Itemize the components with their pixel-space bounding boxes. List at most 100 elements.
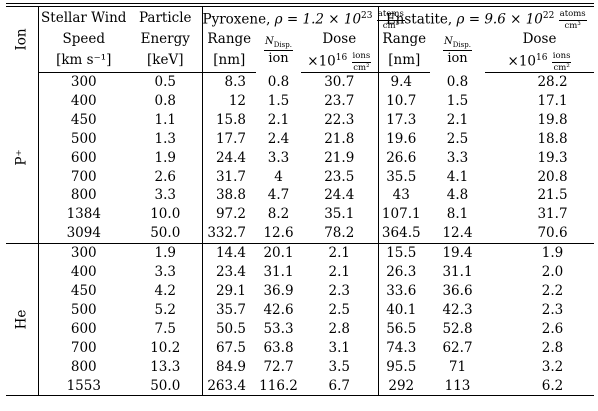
pyroxene-dose-header: Dose	[301, 30, 379, 49]
enstatite-dose-cell: 70.6	[485, 224, 594, 245]
enstatite-ndisp-cell: 12.4	[430, 224, 485, 245]
table-row: 800 13.3 84.9 72.7 3.5 95.5 71 3.2	[6, 357, 594, 377]
pyroxene-range-cell: 97.2	[215, 206, 246, 223]
enstatite-dose-cell: 1.9	[541, 245, 564, 262]
pyroxene-dose-cell: 2.1	[301, 263, 379, 282]
table-row: 600 7.5 50.5 53.3 2.8 56.5 52.8 2.6	[6, 319, 594, 339]
pyroxene-range-cell: 67.5	[215, 339, 246, 356]
enstatite-dose-cell: 2.2	[541, 282, 564, 299]
enstatite-ndisp-cell: 8.1	[446, 206, 469, 223]
pyroxene-ndisp-cell: 3.3	[267, 149, 290, 166]
pyroxene-range-cell: 50.5	[215, 320, 246, 337]
pyroxene-dose-cell: 2.3	[301, 281, 379, 301]
pyroxene-range-cell: 332.7	[202, 224, 256, 245]
table-row: P⁺ 300 0.5 8.3 0.8 30.7 9.4 0.8 28.2	[6, 72, 594, 245]
enstatite-ndisp-cell: 113	[430, 376, 485, 397]
enstatite-dose-cell: 17.1	[537, 92, 568, 109]
pyroxene-ndisp-cell: 8.2	[267, 206, 290, 223]
table-row: 600 1.9 24.4 3.3 21.9 26.6 3.3 19.3	[6, 148, 594, 168]
enstatite-range-cell: 292	[378, 376, 430, 397]
pyroxene-dose-cell: 23.7	[301, 91, 379, 111]
enstatite-density-unit: atoms cm³	[558, 9, 587, 31]
stellar-wind-speed-cell: 800	[70, 187, 97, 204]
pyroxene-range-cell: 17.7	[215, 130, 246, 147]
stellar-wind-speed-cell: 1553	[38, 376, 129, 397]
enstatite-dose-cell: 21.5	[537, 187, 568, 204]
pyroxene-dose-cell: 3.1	[301, 338, 379, 358]
pyroxene-dose-cell: 24.4	[301, 186, 379, 206]
enstatite-ndisp-cell: 3.3	[446, 149, 469, 166]
pyroxene-range-cell: 38.8	[215, 187, 246, 204]
table-row: 3094 50.0 332.7 12.6 78.2 364.5 12.4 70.6	[6, 224, 594, 245]
table-row: 700 2.6 31.7 4 23.5 35.5 4.1 20.8	[6, 167, 594, 187]
enstatite-range-cell: 107.1	[381, 206, 421, 223]
table-row: 450 1.1 15.8 2.1 22.3 17.3 2.1 19.8	[6, 110, 594, 130]
swspeed-header-line2: Speed	[62, 31, 105, 48]
pyroxene-dose-cell: 30.7	[301, 72, 379, 92]
enstatite-ndisp-cell: 1.5	[446, 92, 469, 109]
pyroxene-dose-cell: 21.9	[301, 148, 379, 168]
enstatite-dose-header: Dose	[522, 31, 557, 48]
particle-energy-cell: 1.9	[129, 148, 203, 168]
particle-energy-cell: 3.3	[129, 263, 203, 282]
pyroxene-ndisp-cell: 0.8	[267, 73, 290, 90]
ion-label-cell: He	[6, 243, 39, 397]
enstatite-ndisp-cell: 62.7	[442, 339, 473, 356]
pyroxene-ndisp-cell: 20.1	[263, 245, 294, 262]
particle-energy-cell: 10.0	[129, 205, 203, 225]
pyroxene-ndisp-cell: 116.2	[256, 376, 301, 397]
pyroxene-range-cell: 8.3	[224, 74, 246, 90]
enstatite-range-cell: 74.3	[386, 339, 417, 356]
enstatite-dose-cell: 2.0	[541, 264, 564, 281]
stellar-wind-speed-cell: 400	[70, 264, 97, 281]
pyroxene-range-cell: 12	[228, 92, 246, 109]
enstatite-range-cell: 17.3	[386, 111, 417, 128]
particle-energy-cell: 5.2	[129, 300, 203, 320]
pyroxene-ndisp-cell: 4	[274, 168, 283, 185]
stellar-wind-speed-cell: 800	[70, 358, 97, 375]
enstatite-range-cell: 95.5	[386, 358, 417, 375]
particle-energy-cell: 1.9	[129, 243, 203, 264]
ion-label-cell: P⁺	[6, 72, 39, 245]
pyroxene-ndisp-cell: 2.1	[267, 111, 290, 128]
pyroxene-ndisp-cell: 63.8	[263, 339, 294, 356]
data-table: Ion Stellar Wind Particle Pyroxene, ρ = …	[6, 3, 594, 397]
enstatite-range-cell: 56.5	[386, 320, 417, 337]
enstatite-ndisp-cell: 42.3	[442, 301, 473, 318]
enstatite-range-cell: 9.4	[390, 74, 412, 90]
enstatite-range-cell: 19.6	[386, 130, 417, 147]
stellar-wind-speed-cell: 600	[70, 149, 97, 166]
pyroxene-range-unit: [nm]	[202, 49, 256, 73]
pyroxene-range-cell: 14.4	[215, 245, 246, 262]
header-row-1: Ion Stellar Wind Particle Pyroxene, ρ = …	[6, 6, 594, 73]
pyroxene-dose-cell: 6.7	[301, 376, 379, 397]
pyroxene-dose-cell: 21.8	[301, 129, 379, 149]
pyroxene-ndisp-cell: 12.6	[256, 224, 301, 245]
table-row: 450 4.2 29.1 36.9 2.3 33.6 36.6 2.2	[6, 281, 594, 301]
particle-energy-cell: 0.5	[129, 72, 203, 92]
enstatite-ndisp-cell: 4.8	[446, 187, 469, 204]
stellar-wind-speed-cell: 1384	[66, 206, 101, 223]
enstatite-dose-unit: ×1016 ions cm²	[485, 49, 594, 73]
pyroxene-ndisp-header: NDisp. ion	[264, 36, 293, 67]
enstatite-ndisp-cell: 19.4	[442, 245, 473, 262]
pyroxene-ndisp-cell: 1.5	[267, 92, 290, 109]
particle-energy-cell: 4.2	[129, 281, 203, 301]
pyroxene-range-cell: 84.9	[215, 358, 246, 375]
enstatite-range-cell: 26.3	[386, 264, 417, 281]
pyroxene-dose-cell: 78.2	[301, 224, 379, 245]
pyroxene-dose-cell: 23.5	[301, 167, 379, 187]
table-row: 700 10.2 67.5 63.8 3.1 74.3 62.7 2.8	[6, 338, 594, 358]
pyroxene-range-cell: 15.8	[215, 111, 246, 128]
pyroxene-range-cell: 29.1	[215, 282, 246, 299]
enstatite-ndisp-header: NDisp. ion	[443, 36, 472, 67]
table-row: 500 5.2 35.7 42.6 2.5 40.1 42.3 2.3	[6, 300, 594, 320]
enstatite-ndisp-cell: 52.8	[442, 320, 473, 337]
particle-energy-cell: 50.0	[129, 224, 203, 245]
pyroxene-dose-cell: 22.3	[301, 110, 379, 130]
header-row-3: [km s⁻¹] [keV] [nm] ×1016 ions cm² [nm] ×…	[6, 49, 594, 73]
top-rule-row	[6, 3, 594, 7]
table-row: 1553 50.0 263.4 116.2 6.7 292 113 6.2	[6, 376, 594, 397]
header-row-2: Speed Energy Range NDisp. ion Dose Range …	[6, 30, 594, 65]
stellar-wind-speed-cell: 300	[70, 245, 97, 262]
